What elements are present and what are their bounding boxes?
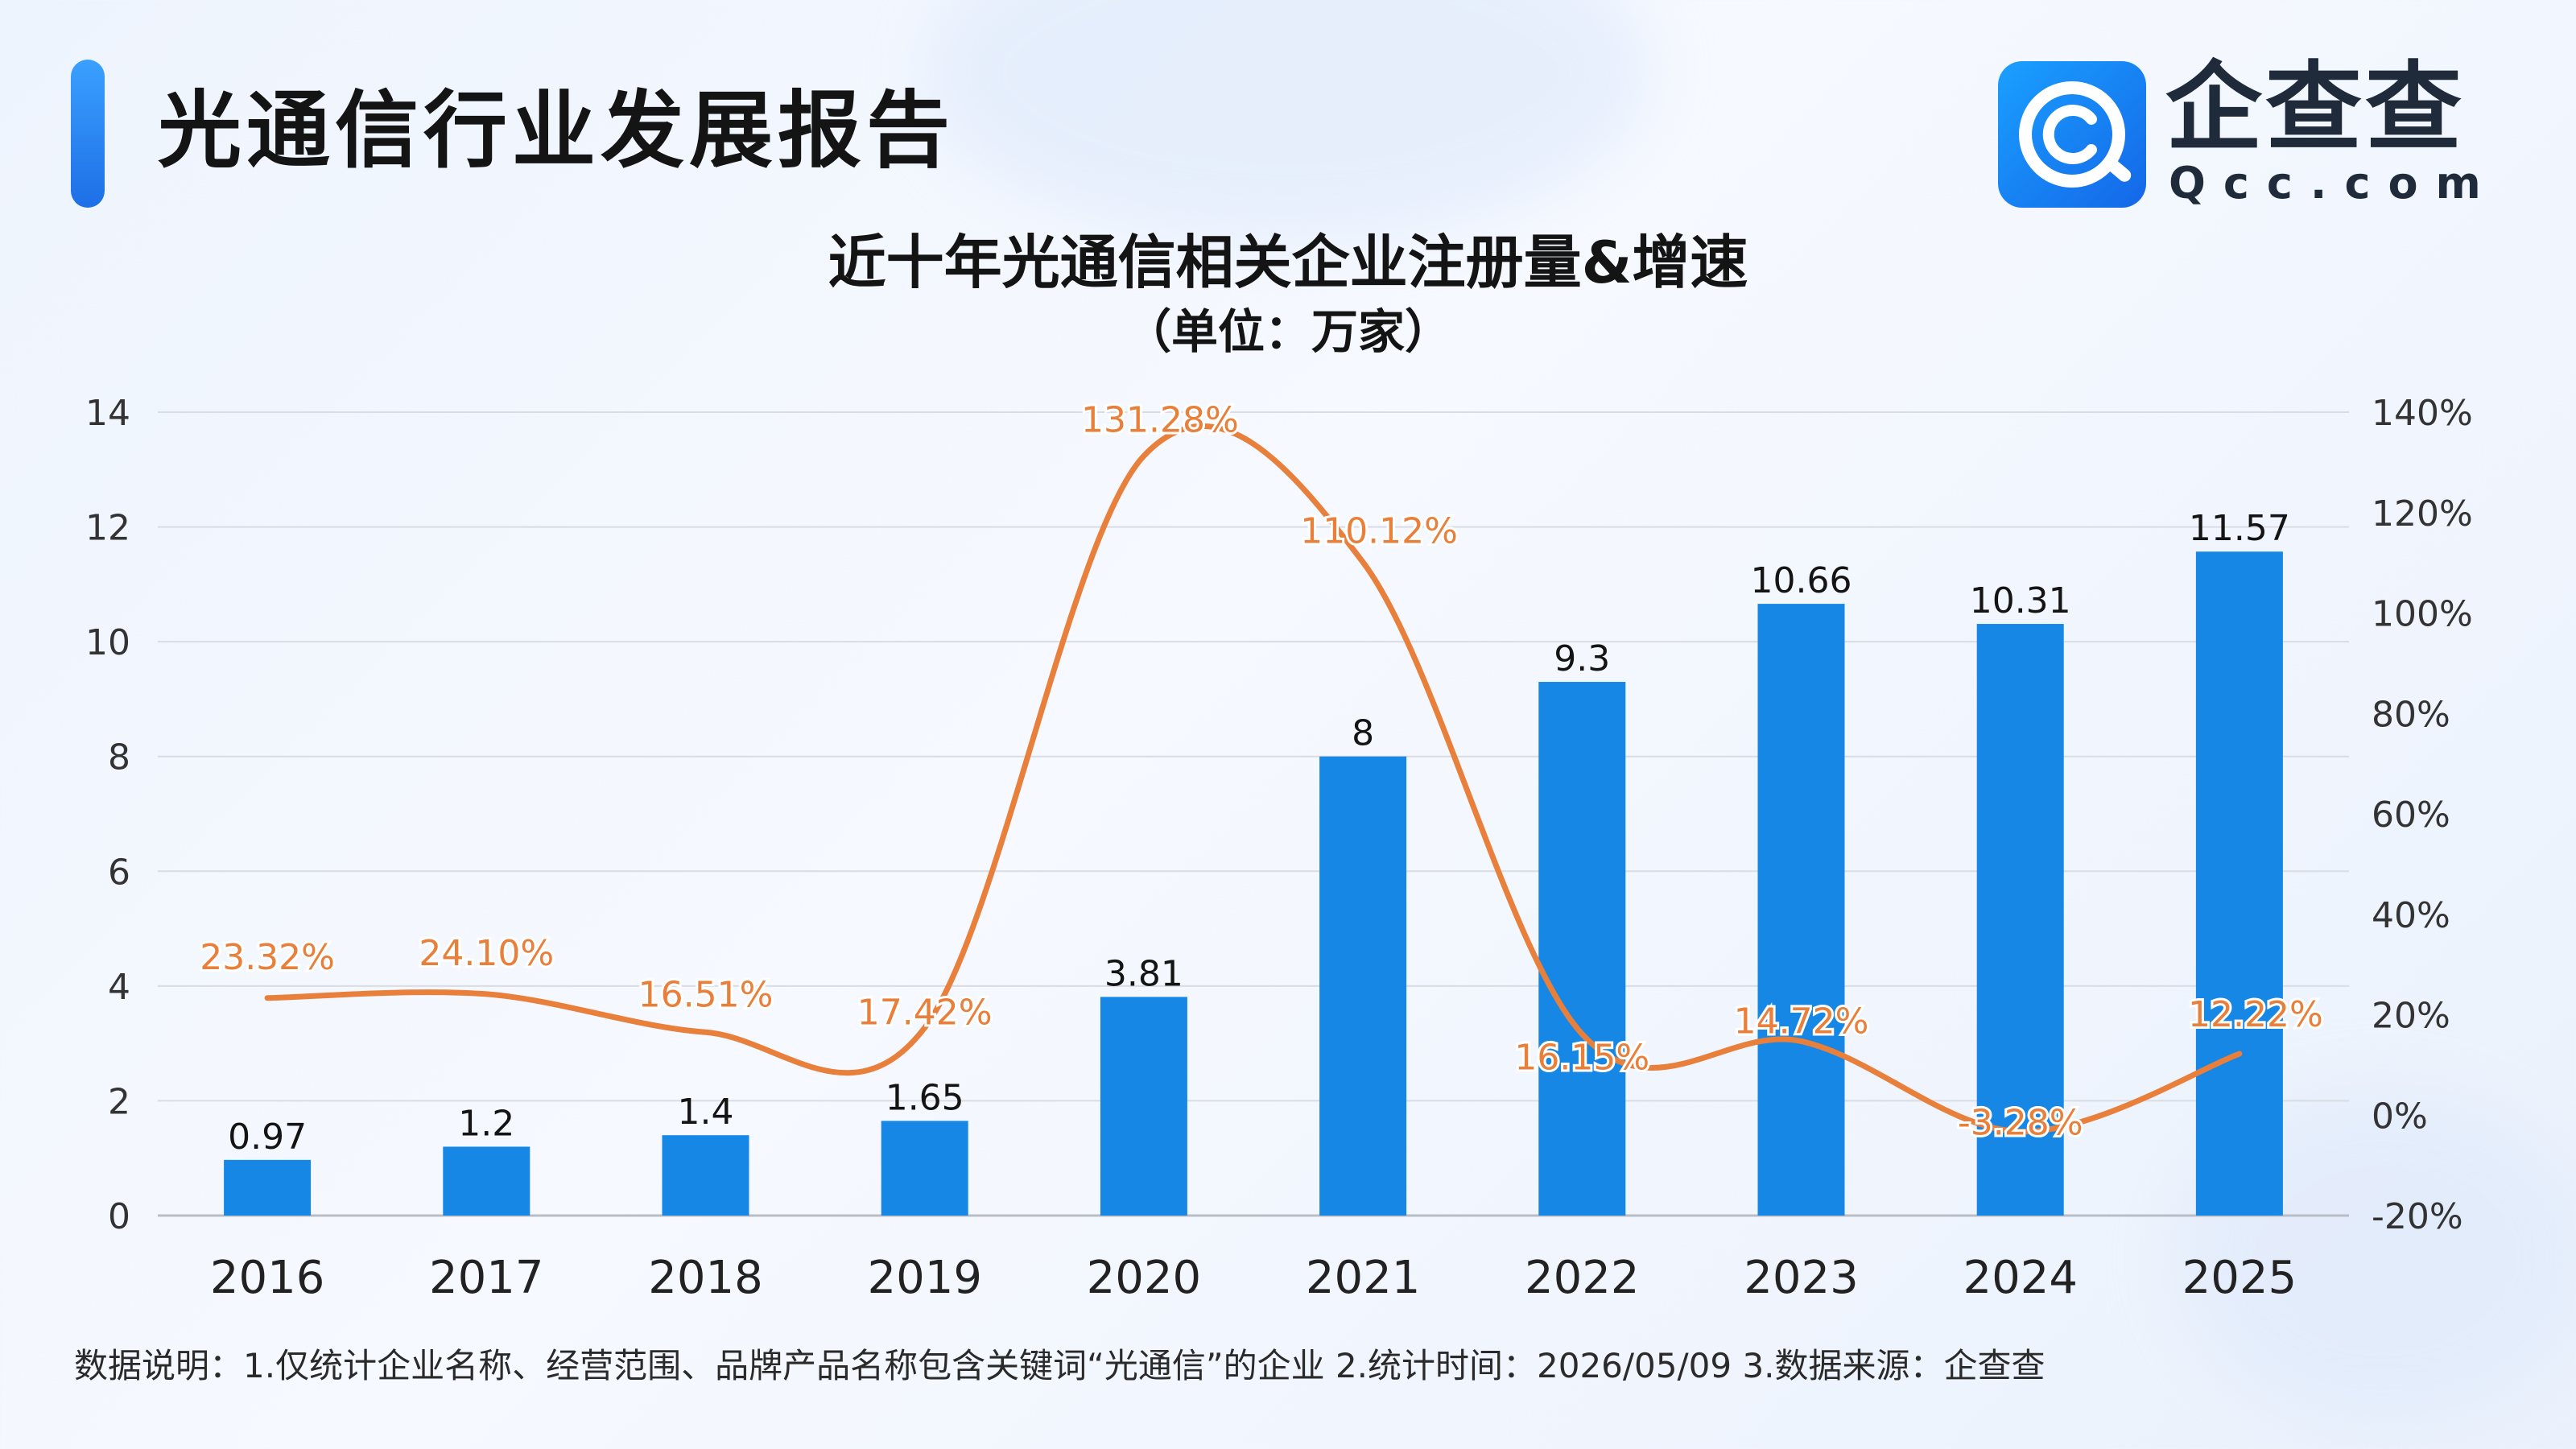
y-right-tick-label: 40%	[2372, 895, 2450, 936]
bar-value-label: 8	[1352, 713, 1374, 754]
y-right-tick-label: 140%	[2372, 393, 2473, 434]
growth-rate-label: 110.12%	[1300, 510, 1458, 551]
bar	[2195, 551, 2283, 1216]
y-left-tick-label: 2	[108, 1081, 130, 1122]
bar-value-label: 3.81	[1104, 953, 1183, 994]
qcc-logo-icon	[1998, 61, 2146, 208]
growth-rate-label: 14.72%	[1734, 1001, 1869, 1042]
x-tick-label: 2021	[1306, 1252, 1421, 1304]
x-tick-label: 2023	[1744, 1252, 1859, 1304]
bar	[224, 1159, 312, 1216]
growth-rate-label: 131.28%	[1081, 399, 1239, 440]
bar	[1757, 604, 1845, 1216]
bar	[1976, 624, 2064, 1216]
x-tick-label: 2017	[429, 1252, 544, 1304]
bar	[881, 1121, 968, 1216]
bar	[662, 1135, 749, 1216]
growth-rate-label: 12.22%	[2188, 994, 2323, 1035]
bar-value-label: 10.66	[1751, 560, 1852, 601]
y-right-tick-label: 0%	[2372, 1096, 2428, 1137]
y-left-tick-label: 6	[108, 852, 130, 893]
y-right-tick-label: 20%	[2372, 996, 2450, 1037]
bar	[1538, 682, 1626, 1216]
x-tick-label: 2022	[1525, 1252, 1640, 1304]
x-tick-label: 2018	[648, 1252, 763, 1304]
bar-value-label: 1.4	[678, 1092, 734, 1133]
x-tick-label: 2016	[210, 1252, 325, 1304]
bar-value-label: 11.57	[2189, 508, 2290, 549]
x-tick-label: 2020	[1087, 1252, 1202, 1304]
bar	[1319, 756, 1407, 1216]
growth-rate-line	[264, 423, 2243, 1135]
report-title: 光通信行业发展报告	[158, 81, 956, 180]
y-right-tick-label: -20%	[2372, 1196, 2463, 1237]
data-footnote: 数据说明：1.仅统计企业名称、经营范围、品牌产品名称包含关键词“光通信”的企业 …	[74, 1346, 2046, 1385]
y-left-tick-label: 4	[108, 967, 130, 1008]
growth-rate-label: 23.32%	[200, 937, 335, 978]
y-right-tick-label: 80%	[2372, 694, 2450, 735]
bar-value-label: 1.65	[886, 1077, 964, 1118]
x-tick-label: 2025	[2182, 1252, 2297, 1304]
y-right-tick-label: 100%	[2372, 594, 2473, 635]
bar-value-label: 9.3	[1554, 638, 1610, 679]
bar-value-label: 10.31	[1970, 580, 2071, 621]
growth-rate-label: 16.51%	[638, 974, 774, 1015]
y-left-tick-label: 8	[108, 737, 130, 778]
chart-subtitle: （单位：万家）	[1124, 304, 1451, 359]
x-tick-label: 2019	[867, 1252, 982, 1304]
growth-rate-label: 24.10%	[419, 933, 554, 974]
y-left-tick-label: 0	[108, 1196, 130, 1237]
y-left-tick-label: 10	[85, 622, 130, 663]
bar	[443, 1146, 530, 1216]
growth-rate-label: -3.28%	[1958, 1103, 2083, 1144]
chart-title: 近十年光通信相关企业注册量&增速	[828, 229, 1748, 296]
logo-brand-domain: Qcc.com	[2169, 158, 2499, 208]
y-right-tick-label: 120%	[2372, 493, 2473, 535]
header-accent-bar	[71, 60, 105, 208]
bar-value-label: 1.2	[458, 1103, 514, 1144]
y-right-tick-label: 60%	[2372, 795, 2450, 836]
bar-value-label: 0.97	[228, 1117, 307, 1158]
bar	[1100, 997, 1187, 1216]
x-tick-label: 2024	[1963, 1252, 2078, 1304]
y-left-tick-label: 12	[85, 508, 130, 549]
growth-rate-label: 17.42%	[857, 993, 993, 1034]
logo-brand-name: 企查查	[2165, 52, 2465, 164]
y-left-tick-label: 14	[85, 393, 130, 434]
growth-rate-label: 16.15%	[1514, 1038, 1649, 1079]
